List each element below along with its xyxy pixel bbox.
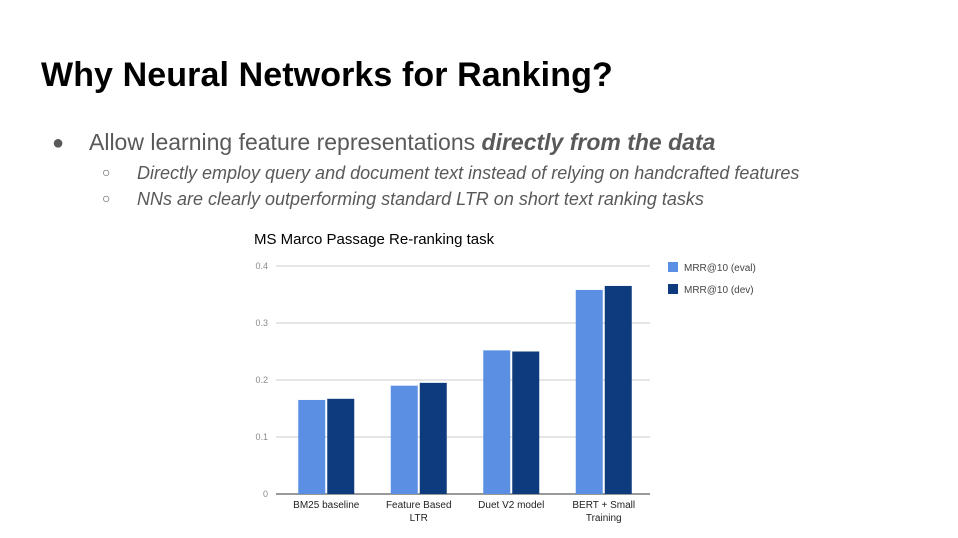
bar-eval	[483, 350, 511, 494]
legend-label: MRR@10 (eval)	[684, 263, 756, 274]
legend-label: MRR@10 (dev)	[684, 285, 754, 296]
category-label: BERT + Small	[572, 500, 635, 511]
sub-bullet-text: Directly employ query and document text …	[137, 163, 800, 183]
y-tick-label: 0.3	[255, 318, 268, 328]
category-label-layer: BM25 baseline Feature Based LTR Duet V2 mod…	[293, 500, 635, 524]
bar-dev	[604, 285, 632, 494]
bar-eval	[298, 399, 326, 494]
y-tick-label: 0.2	[255, 375, 268, 385]
chart-title: MS Marco Passage Re-ranking task	[254, 231, 495, 248]
category-label: Feature Based	[386, 500, 452, 511]
bullet-marker: ●	[52, 132, 65, 154]
bar-dev	[512, 351, 540, 494]
main-bullet-emphasis: directly from the data	[481, 129, 716, 155]
bar-layer	[298, 285, 632, 494]
sub-bullet-text: NNs are clearly outperforming standard L…	[137, 189, 704, 209]
slide-title: Why Neural Networks for Ranking?	[41, 56, 613, 94]
bar-eval	[575, 289, 603, 494]
legend-swatch	[668, 284, 678, 294]
legend-swatch	[668, 262, 678, 272]
y-tick-label: 0.1	[255, 432, 268, 442]
bar-dev	[327, 398, 355, 494]
bar-eval	[390, 385, 418, 494]
bar-dev	[419, 382, 447, 494]
sub-bullet-marker: ○	[102, 164, 111, 180]
chart-canvas: MS Marco Passage Re-ranking task 0 0.1 0.2…	[254, 231, 756, 524]
main-bullet-text: Allow learning feature representations d…	[89, 129, 715, 156]
main-bullet-plain: Allow learning feature representations	[89, 129, 482, 155]
sub-bullet-marker: ○	[102, 190, 111, 206]
category-label: LTR	[410, 513, 428, 524]
y-tick-label: 0.4	[255, 261, 268, 271]
category-label: BM25 baseline	[293, 500, 360, 511]
bar-chart: MS Marco Passage Re-ranking task 0 0.1 0.2…	[240, 224, 768, 538]
category-label: Training	[586, 513, 622, 524]
y-tick-label: 0	[263, 489, 268, 499]
category-label: Duet V2 model	[478, 500, 544, 511]
legend: MRR@10 (eval) MRR@10 (dev)	[668, 262, 756, 296]
